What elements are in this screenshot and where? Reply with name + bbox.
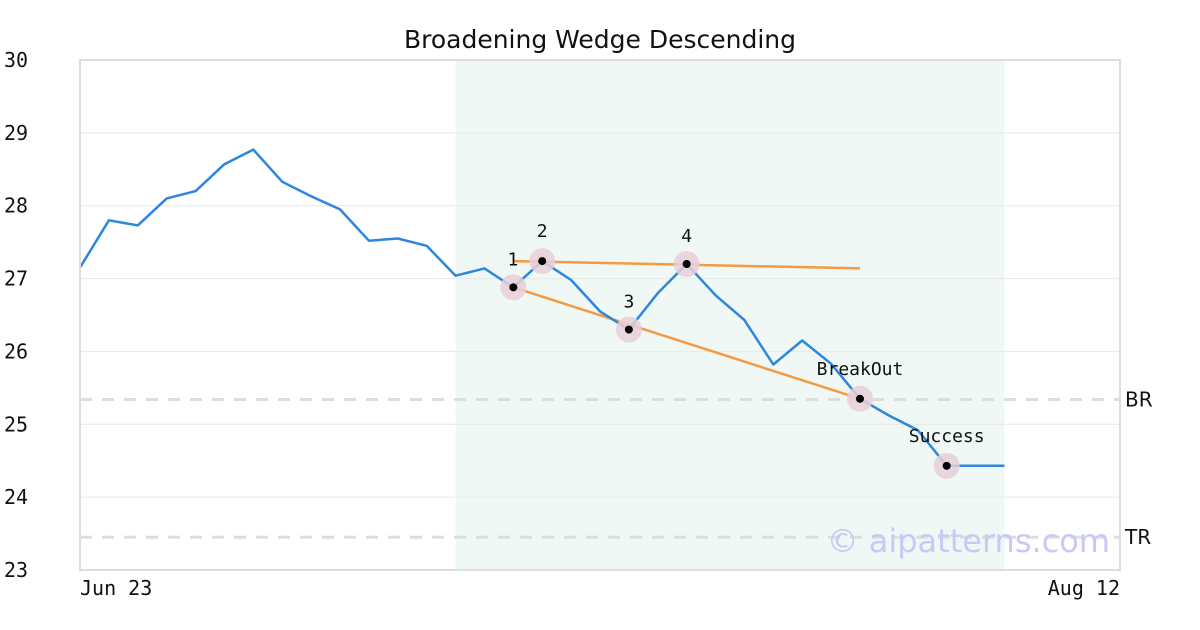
- point-label-2: 2: [537, 221, 548, 242]
- marker-dot-3: [624, 325, 633, 334]
- x-tick-label-start: Jun 23: [80, 576, 152, 600]
- y-tick-label-24: 24: [4, 485, 28, 509]
- y-tick-label-25: 25: [4, 412, 28, 436]
- trendline-lower: [512, 286, 861, 400]
- marker-dot-4: [682, 260, 691, 268]
- y-tick-label-26: 26: [4, 339, 28, 363]
- level-label-tr: TR: [1124, 525, 1151, 549]
- marker-dot-success: [942, 461, 951, 470]
- chart-title: Broadening Wedge Descending: [404, 25, 796, 54]
- point-label-1: 1: [507, 249, 518, 270]
- level-label-br: BR: [1125, 388, 1153, 412]
- watermark: © aipatterns.com: [827, 522, 1110, 560]
- y-tick-label-28: 28: [4, 194, 28, 218]
- x-tick-label-end: Aug 12: [1048, 576, 1120, 600]
- y-tick-label-29: 29: [4, 121, 28, 145]
- point-label-3: 3: [623, 292, 634, 313]
- point-label-4: 4: [681, 226, 692, 247]
- y-tick-label-27: 27: [4, 267, 28, 291]
- y-tick-label-30: 30: [4, 48, 28, 72]
- pattern-highlight-band: [455, 60, 1005, 570]
- y-tick-label-23: 23: [4, 558, 28, 582]
- point-label-breakout: BreakOut: [817, 359, 904, 380]
- point-label-success: Success: [909, 426, 985, 447]
- marker-dot-1: [509, 283, 518, 292]
- marker-dot-2: [538, 257, 547, 266]
- marker-dot-breakout: [856, 394, 864, 403]
- plot-frame: [79, 59, 1121, 571]
